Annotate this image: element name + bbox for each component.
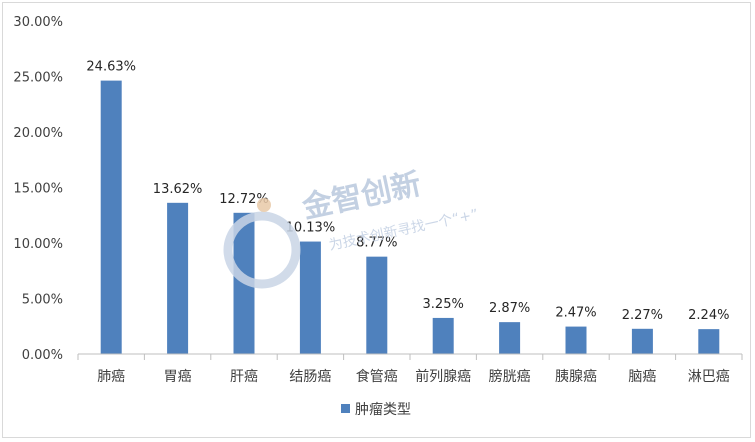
x-tick-label: 胃癌 bbox=[164, 369, 192, 385]
y-tick-label: 15.00% bbox=[13, 182, 63, 197]
x-tick-label: 肝癌 bbox=[230, 369, 258, 385]
y-tick-label: 25.00% bbox=[13, 71, 63, 86]
bar-series: 24.63% 13.62% 12.72% 10.13% 8.77% 3.25% 2.87% 2… bbox=[86, 60, 729, 355]
x-tick-label: 肺癌 bbox=[97, 369, 125, 385]
data-label: 12.72% bbox=[219, 192, 269, 207]
data-label: 13.62% bbox=[153, 182, 203, 197]
bar bbox=[299, 241, 321, 354]
y-tick-label: 0.00% bbox=[22, 348, 63, 363]
legend: 肿瘤类型 bbox=[341, 401, 411, 418]
y-tick-label: 30.00% bbox=[13, 15, 63, 30]
x-tick-label: 淋巴癌 bbox=[688, 369, 730, 385]
y-tick-label: 10.00% bbox=[13, 237, 63, 252]
data-label: 2.47% bbox=[555, 306, 596, 321]
bar bbox=[631, 328, 653, 354]
x-axis: 肺癌 胃癌 肝癌 结肠癌 食管癌 前列腺癌 膀胱癌 胰腺癌 脑癌 淋巴癌 bbox=[77, 353, 743, 385]
watermark-title: 金智创新 bbox=[298, 167, 424, 226]
data-label: 10.13% bbox=[286, 221, 336, 236]
chart-frame bbox=[2, 2, 751, 438]
bar bbox=[100, 80, 122, 355]
y-tick-label: 20.00% bbox=[13, 126, 63, 141]
watermark: 金智创新 为技术创新寻找一个“+” bbox=[223, 167, 480, 289]
x-tick-label: 食管癌 bbox=[356, 368, 398, 385]
x-tick-label: 膀胱癌 bbox=[489, 368, 531, 385]
legend-swatch bbox=[341, 404, 350, 413]
x-tick-label: 胰腺癌 bbox=[555, 369, 597, 385]
bar bbox=[432, 317, 454, 354]
x-tick-label: 前列腺癌 bbox=[415, 368, 471, 385]
x-tick-label: 结肠癌 bbox=[289, 369, 331, 385]
legend-label: 肿瘤类型 bbox=[355, 401, 411, 418]
bar bbox=[366, 256, 388, 354]
data-label: 2.27% bbox=[622, 308, 663, 323]
data-label: 2.87% bbox=[489, 301, 530, 316]
data-label: 3.25% bbox=[423, 297, 464, 312]
bar bbox=[167, 202, 189, 354]
watermark-logo-icon bbox=[223, 198, 301, 289]
data-label: 24.63% bbox=[86, 60, 136, 75]
y-axis: 0.00% 5.00% 10.00% 15.00% 20.00% 25.00% 30.00% bbox=[13, 15, 63, 363]
y-tick-label: 5.00% bbox=[22, 293, 63, 308]
bar bbox=[499, 322, 521, 354]
x-tick-label: 脑癌 bbox=[628, 369, 656, 385]
bar bbox=[565, 326, 587, 354]
data-label: 8.77% bbox=[356, 236, 397, 251]
bar bbox=[698, 329, 720, 354]
data-label: 2.24% bbox=[688, 308, 729, 323]
